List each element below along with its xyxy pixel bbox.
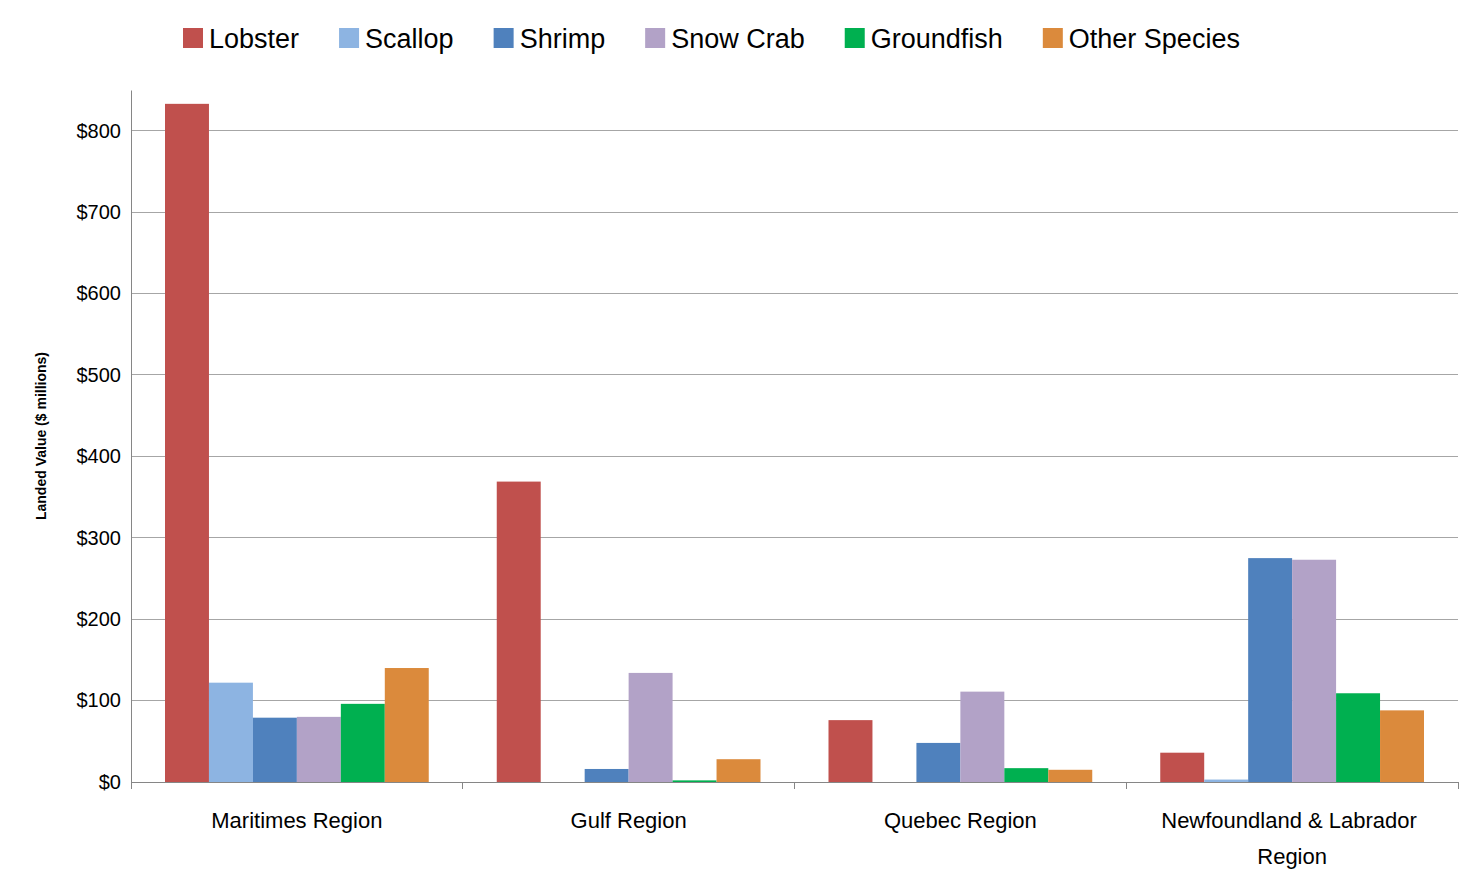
bar-group (497, 482, 761, 782)
legend-item: Groundfish (845, 24, 1003, 54)
bar (297, 717, 341, 782)
bar (209, 683, 253, 782)
legend-swatch (339, 28, 359, 48)
bar (165, 104, 209, 782)
grid-line (131, 456, 1458, 457)
plot: Maritimes Region Gulf Region Quebec Region… (77, 91, 1459, 870)
y-tick: $100 (77, 689, 132, 711)
legend-label: Shrimp (520, 24, 606, 54)
legend-item: Shrimp (494, 24, 606, 54)
y-tick: $300 (77, 527, 132, 549)
y-tick: $700 (77, 201, 132, 223)
legend-swatch (183, 28, 203, 48)
legend-label: Other Species (1069, 24, 1240, 54)
bar (1248, 558, 1292, 782)
legend-swatch (645, 28, 665, 48)
bar (585, 769, 629, 782)
legend-swatch (845, 28, 865, 48)
y-tick-label: $500 (77, 364, 122, 386)
y-tick: $600 (77, 282, 132, 304)
bar (1004, 768, 1048, 782)
y-tick: $500 (77, 364, 132, 386)
x-separator-tick (131, 782, 132, 789)
legend-item: Lobster (183, 24, 299, 54)
grid (131, 131, 1458, 782)
y-axis-line (131, 91, 132, 783)
bar-group (1160, 558, 1424, 782)
bar (1336, 693, 1380, 782)
x-axis: Maritimes Region Gulf Region Quebec Region… (211, 808, 1423, 869)
grid-line (131, 537, 1458, 538)
grid-line (131, 212, 1458, 213)
y-tick-label: $700 (77, 201, 122, 223)
legend-swatch (494, 28, 514, 48)
bar-group (829, 692, 1093, 782)
bar (1292, 560, 1336, 782)
legend-label: Lobster (209, 24, 299, 54)
bar (253, 718, 297, 782)
y-tick: $200 (77, 608, 132, 630)
y-tick-label: $300 (77, 527, 122, 549)
y-tick: $0 (99, 771, 131, 793)
y-tick-label: $0 (99, 771, 121, 793)
bars (165, 104, 1424, 782)
bar (829, 720, 873, 782)
bar-group (165, 104, 429, 782)
y-tick-label: $100 (77, 689, 122, 711)
grid-line (131, 130, 1458, 131)
y-tick-label: $800 (77, 120, 122, 142)
legend-label: Snow Crab (671, 24, 805, 54)
x-separator-tick (1126, 782, 1127, 789)
x-tick-label: Quebec Region (884, 808, 1037, 833)
y-tick: $800 (77, 120, 132, 142)
bar (629, 673, 673, 782)
y-tick-label: $200 (77, 608, 122, 630)
grid-line (131, 374, 1458, 375)
legend-item: Snow Crab (645, 24, 805, 54)
legend: Lobster Scallop Shrimp Snow Crab Groundfish O… (183, 24, 1240, 54)
bar (341, 704, 385, 782)
y-tick: $400 (77, 445, 132, 467)
legend-item: Scallop (339, 24, 454, 54)
chart: Maritimes Region Gulf Region Quebec Region… (0, 0, 1480, 886)
legend-swatch (1043, 28, 1063, 48)
grid-line (131, 293, 1458, 294)
bar (717, 759, 761, 782)
y-tick-label: $400 (77, 445, 122, 467)
bar (1160, 753, 1204, 782)
x-separator-tick (462, 782, 463, 789)
bar (960, 692, 1004, 782)
y-axis: $0 $100 $200 $300 $400 $500 $600 $700 $800 (77, 91, 132, 793)
y-axis-title: Landed Value ($ millions) (33, 352, 49, 520)
bar (497, 482, 541, 782)
x-separator-tick (794, 782, 795, 789)
x-tick-label: Maritimes Region (211, 808, 382, 833)
legend-item: Other Species (1043, 24, 1240, 54)
bar (385, 668, 429, 782)
legend-label: Scallop (365, 24, 454, 54)
bar (1048, 770, 1092, 782)
x-separator-tick (1458, 782, 1459, 789)
legend-label: Groundfish (871, 24, 1003, 54)
x-tick-label: Newfoundland & Labrador Region (1161, 808, 1423, 869)
y-tick-label: $600 (77, 282, 122, 304)
bar (916, 743, 960, 782)
x-tick-label: Gulf Region (571, 808, 687, 833)
bar (1380, 710, 1424, 782)
